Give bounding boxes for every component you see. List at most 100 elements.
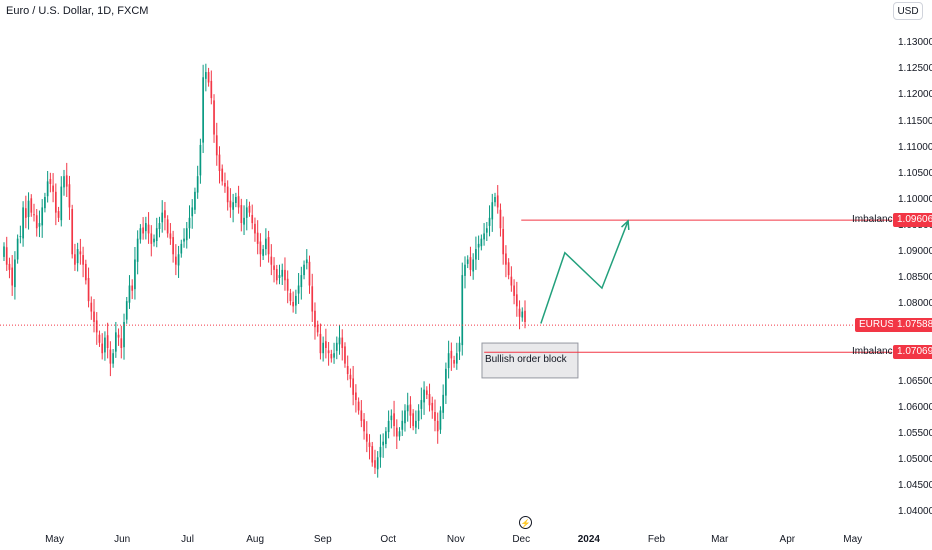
candle-body bbox=[199, 144, 202, 176]
candle-body bbox=[499, 209, 502, 229]
candle-body bbox=[488, 217, 491, 226]
x-tick-label: Feb bbox=[647, 534, 666, 545]
candle-body bbox=[346, 365, 349, 375]
candle-body bbox=[82, 255, 84, 265]
candle-body bbox=[46, 181, 49, 197]
candle-body bbox=[513, 285, 515, 296]
candle-body bbox=[117, 334, 120, 338]
imbalance-label-lower: Imbalance bbox=[852, 346, 899, 358]
candle-body bbox=[316, 324, 319, 333]
candle-body bbox=[169, 233, 172, 239]
candle-body bbox=[401, 420, 404, 430]
candle-body bbox=[453, 359, 455, 364]
candle-body bbox=[71, 208, 74, 255]
candle-body bbox=[335, 342, 338, 351]
candle-body bbox=[139, 228, 142, 240]
candle-body bbox=[395, 427, 398, 437]
candle-body bbox=[16, 238, 19, 260]
candle-body bbox=[436, 420, 439, 432]
candle-body bbox=[76, 249, 79, 264]
lightning-icon[interactable]: ⚡ bbox=[519, 516, 532, 529]
x-tick-label: Jun bbox=[114, 534, 131, 545]
y-tick-label: 1.12000 bbox=[898, 89, 932, 101]
candle-body bbox=[515, 294, 518, 307]
imbalance-price-tag-lower: 1.07069 bbox=[893, 345, 932, 360]
current-price-tag: 1.07588 bbox=[893, 318, 932, 333]
candle-body bbox=[180, 243, 183, 254]
candle-body bbox=[458, 342, 461, 352]
candle-body bbox=[191, 207, 194, 217]
candle-body bbox=[355, 392, 357, 401]
candle-body bbox=[68, 184, 71, 208]
candle-body bbox=[144, 223, 147, 232]
symbol-title[interactable]: Euro / U.S. Dollar, 1D, FXCM bbox=[6, 5, 149, 17]
candle-body bbox=[445, 368, 447, 396]
y-tick-label: 1.08500 bbox=[898, 271, 932, 283]
symbol-tag: EURUSD bbox=[855, 318, 906, 333]
candle-body bbox=[308, 261, 311, 286]
candle-body bbox=[265, 238, 267, 250]
candle-body bbox=[57, 211, 60, 218]
candle-body bbox=[215, 135, 218, 156]
candle-body bbox=[379, 446, 382, 458]
candle-body bbox=[8, 263, 11, 270]
candle-body bbox=[41, 207, 44, 226]
candle-body bbox=[30, 198, 33, 213]
x-tick-label: Nov bbox=[446, 534, 465, 545]
overlays bbox=[0, 219, 892, 379]
candle-body bbox=[254, 223, 256, 234]
currency-button[interactable]: USD bbox=[893, 2, 923, 20]
candle-body bbox=[385, 431, 387, 445]
candle-body bbox=[11, 267, 14, 286]
candle-body bbox=[286, 278, 289, 291]
candle-body bbox=[420, 400, 423, 409]
candle-body bbox=[455, 353, 458, 364]
candle-body bbox=[505, 253, 507, 265]
candle-body bbox=[349, 374, 352, 380]
candle-body bbox=[524, 310, 526, 322]
candle-body bbox=[278, 275, 281, 278]
candle-body bbox=[19, 236, 22, 238]
y-tick-label: 1.05000 bbox=[898, 453, 932, 465]
candle-body bbox=[300, 275, 303, 288]
candle-body bbox=[63, 176, 65, 188]
y-tick-label: 1.11500 bbox=[898, 115, 932, 127]
candle-body bbox=[305, 259, 308, 264]
candle-body bbox=[177, 254, 180, 266]
candle-body bbox=[431, 402, 434, 411]
candle-body bbox=[297, 285, 300, 294]
candle-body bbox=[245, 207, 248, 218]
order-block-label: Bullish order block bbox=[484, 354, 567, 366]
candle-body bbox=[521, 311, 524, 318]
candle-body bbox=[224, 182, 226, 187]
candle-body bbox=[120, 338, 123, 348]
y-tick-label: 1.05500 bbox=[898, 427, 932, 439]
x-tick-label: Jul bbox=[181, 534, 194, 545]
candle-body bbox=[376, 457, 379, 470]
candle-body bbox=[74, 254, 76, 265]
projection-path bbox=[540, 220, 629, 324]
candle-body bbox=[131, 285, 134, 291]
candle-body bbox=[104, 337, 106, 353]
candle-body bbox=[502, 229, 505, 255]
y-tick-label: 1.04500 bbox=[898, 479, 932, 491]
candle-body bbox=[35, 215, 38, 229]
y-tick-label: 1.10000 bbox=[898, 193, 932, 205]
candle-body bbox=[507, 262, 510, 276]
candle-body bbox=[136, 238, 139, 262]
candle-body bbox=[158, 223, 161, 230]
candle-body bbox=[243, 217, 245, 225]
candle-body bbox=[442, 394, 445, 413]
candle-body bbox=[221, 168, 224, 182]
candle-body bbox=[164, 210, 166, 218]
candle-body bbox=[477, 243, 480, 248]
candle-body bbox=[494, 197, 496, 203]
candle-body bbox=[485, 228, 488, 233]
projection-arrowhead bbox=[621, 219, 630, 230]
candle-body bbox=[256, 232, 259, 244]
candle-body bbox=[185, 228, 188, 241]
candle-body bbox=[292, 301, 294, 307]
candle-body bbox=[155, 228, 158, 242]
imbalance-label-upper: Imbalance bbox=[852, 214, 899, 226]
